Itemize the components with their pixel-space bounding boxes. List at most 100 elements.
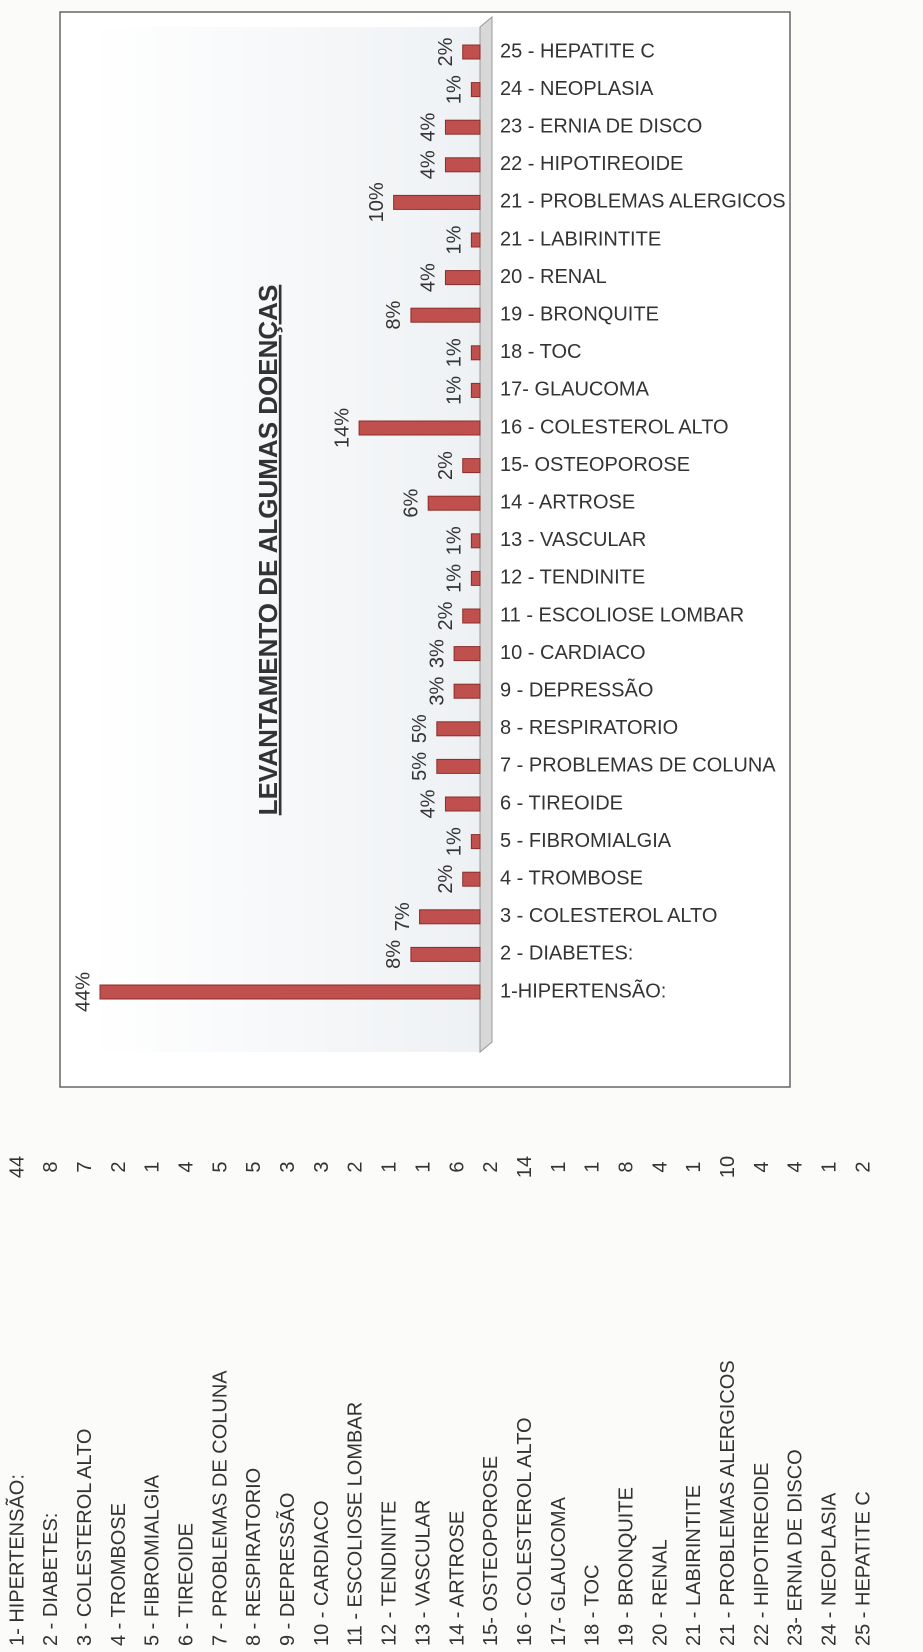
row-value: 1	[548, 1161, 570, 1172]
value-label: 10%	[366, 182, 388, 222]
bar	[393, 194, 481, 210]
row-value: 3	[311, 1161, 333, 1172]
row-label: 13 - VASCULAR	[412, 1500, 434, 1646]
row-value: 4	[176, 1161, 198, 1172]
row-label: 22 - HIPOTIREOIDE	[751, 1463, 773, 1646]
row-label: 16 - COLESTEROL ALTO	[514, 1417, 536, 1646]
bar	[470, 533, 481, 549]
category-label: 22 - HIPOTIREOIDE	[500, 153, 683, 175]
row-label: 15- OSTEOPOROSE	[480, 1456, 502, 1646]
bar	[358, 420, 481, 436]
bar	[99, 984, 481, 1000]
row-label: 21 - PROBLEMAS ALERGICOS	[717, 1360, 739, 1646]
row-label: 17- GLAUCOMA	[548, 1496, 570, 1646]
row-label: 7 - PROBLEMAS DE COLUNA	[209, 1370, 231, 1646]
bar	[462, 458, 481, 474]
row-value: 7	[74, 1161, 96, 1172]
value-label: 1%	[444, 225, 466, 254]
category-label: 21 - LABIRINTITE	[500, 228, 661, 250]
value-label: 4%	[418, 789, 440, 818]
row-label: 11 - ESCOLIOSE LOMBAR	[345, 1402, 367, 1646]
bar	[444, 270, 481, 286]
row-value: 2	[108, 1161, 130, 1172]
row-label: 25 - HEPATITE C	[852, 1491, 874, 1646]
bar	[410, 946, 481, 962]
chart-wall	[90, 27, 480, 1052]
row-value: 8	[616, 1161, 638, 1172]
row-value: 4	[785, 1161, 807, 1172]
bar	[470, 382, 481, 398]
row-value: 1	[142, 1161, 164, 1172]
row-value: 1	[379, 1161, 401, 1172]
bar	[470, 570, 481, 586]
category-label: 4 - TROMBOSE	[500, 867, 643, 889]
row-value: 8	[40, 1161, 62, 1172]
row-value: 2	[480, 1161, 502, 1172]
row-value: 2	[345, 1161, 367, 1172]
category-label: 1-HIPERTENSÃO:	[500, 978, 666, 1002]
category-label: 6 - TIREOIDE	[500, 792, 623, 814]
row-label: 12 - TENDINITE	[379, 1501, 401, 1646]
value-label: 6%	[400, 489, 422, 518]
bar	[436, 758, 481, 774]
value-label: 4%	[418, 150, 440, 179]
value-label: 5%	[409, 714, 431, 743]
value-label: 2%	[435, 601, 457, 630]
value-label: 8%	[383, 940, 405, 969]
category-label: 2 - DIABETES:	[500, 943, 633, 965]
bar	[470, 345, 481, 361]
row-label: 4 - TROMBOSE	[108, 1503, 130, 1646]
chart-title: LEVANTAMENTO DE ALGUMAS DOENÇAS	[253, 285, 283, 816]
bar	[462, 44, 481, 60]
value-label: 3%	[426, 639, 448, 668]
value-label: 1%	[444, 526, 466, 555]
category-label: 17- GLAUCOMA	[500, 379, 650, 401]
row-value: 10	[717, 1156, 739, 1178]
value-label: 14%	[331, 408, 353, 448]
row-label: 19 - BRONQUITE	[616, 1487, 638, 1646]
value-label: 44%	[72, 972, 94, 1012]
bar	[427, 495, 481, 511]
category-label: 25 - HEPATITE C	[500, 40, 655, 62]
row-value: 14	[514, 1156, 536, 1178]
value-label: 7%	[392, 902, 414, 931]
row-value: 3	[277, 1161, 299, 1172]
row-label: 5 - FIBROMIALGIA	[142, 1474, 164, 1646]
chart-floor	[479, 15, 493, 1054]
bar	[470, 834, 481, 850]
row-value: 5	[243, 1161, 265, 1172]
row-label: 21 - LABIRINTITE	[683, 1485, 705, 1646]
category-label: 21 - PROBLEMAS ALERGICOS	[500, 191, 786, 213]
row-value: 4	[649, 1161, 671, 1172]
row-label: 8 - RESPIRATORIO	[243, 1468, 265, 1646]
row-label: 3 - COLESTEROL ALTO	[74, 1429, 96, 1646]
category-label: 16 - COLESTEROL ALTO	[500, 416, 729, 438]
value-label: 2%	[435, 865, 457, 894]
category-label: 23 - ERNIA DE DISCO	[500, 115, 702, 137]
row-label: 14 - ARTROSE	[446, 1511, 468, 1646]
category-label: 20 - RENAL	[500, 266, 607, 288]
value-label: 1%	[444, 827, 466, 856]
value-label: 1%	[444, 376, 466, 405]
bar	[470, 232, 481, 248]
value-label: 8%	[383, 301, 405, 330]
category-label: 11 - ESCOLIOSE LOMBAR	[500, 604, 744, 626]
row-label: 9 - DEPRESSÃO	[275, 1493, 299, 1646]
bar	[410, 307, 481, 323]
category-label: 14 - ARTROSE	[500, 491, 635, 513]
value-label: 4%	[418, 113, 440, 142]
row-label: 2 - DIABETES:	[40, 1513, 62, 1646]
row-label: 23- ERNIA DE DISCO	[785, 1449, 807, 1646]
category-label: 3 - COLESTEROL ALTO	[500, 905, 717, 927]
bar	[444, 119, 481, 135]
row-value: 44	[6, 1156, 28, 1178]
value-label: 1%	[444, 564, 466, 593]
bar	[462, 871, 481, 887]
category-label: 13 - VASCULAR	[500, 529, 646, 551]
value-label: 3%	[426, 677, 448, 706]
category-label: 5 - FIBROMIALGIA	[500, 830, 672, 852]
row-value: 1	[683, 1161, 705, 1172]
bar	[462, 608, 481, 624]
